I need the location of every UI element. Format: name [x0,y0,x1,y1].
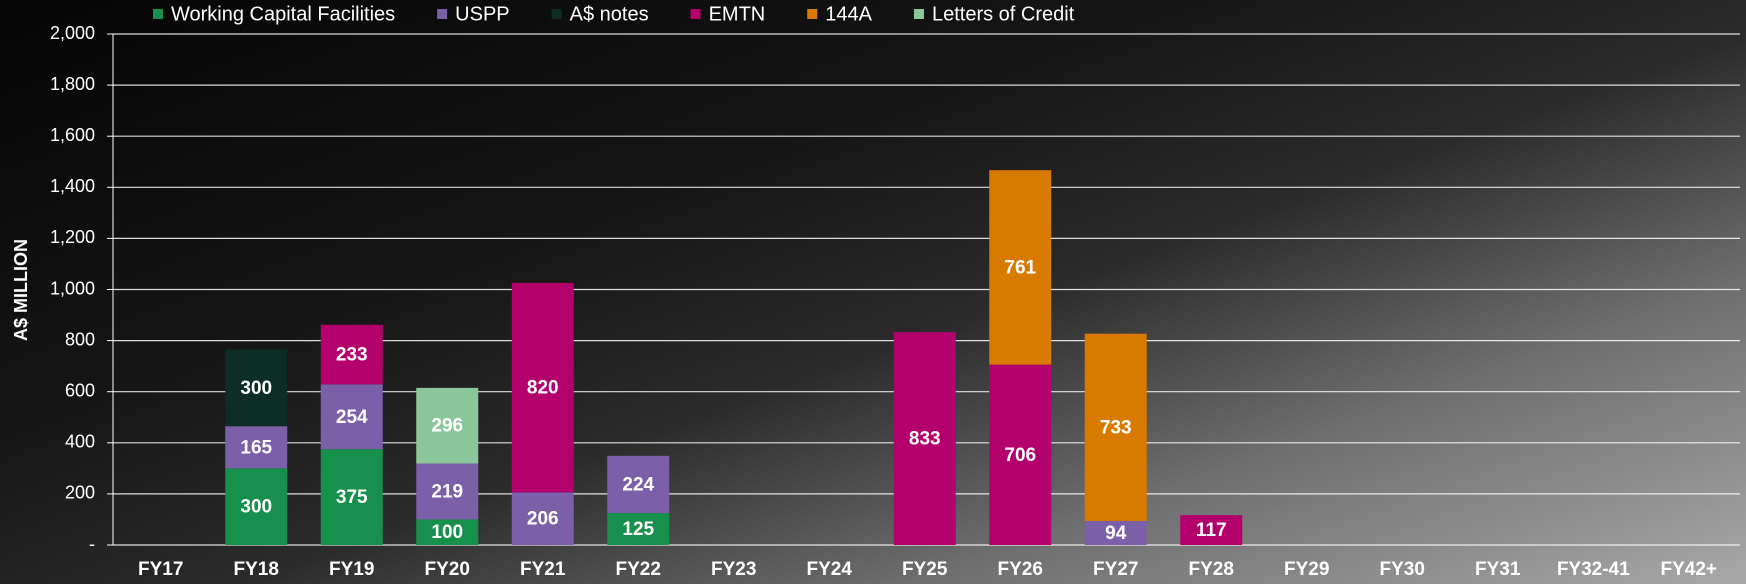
x-tick-label: FY27 [1093,559,1138,580]
data-label: 761 [1004,257,1036,278]
data-label: 219 [431,481,463,502]
x-tick-label: FY25 [902,559,948,580]
y-tick-label: 2,000 [50,23,95,43]
data-label: 833 [909,429,941,450]
x-tick-label: FY22 [616,559,661,580]
x-tick-label: FY31 [1475,559,1521,580]
y-tick-label: 1,400 [50,176,95,196]
x-tick-label: FY30 [1380,559,1425,580]
legend-swatch [691,9,701,19]
data-label: 224 [622,474,654,495]
legend-label: A$ notes [570,3,649,25]
x-tick-label: FY18 [234,559,279,580]
legend-label: Working Capital Facilities [171,3,395,25]
y-tick-label: 400 [65,432,95,452]
x-tick-label: FY20 [425,559,470,580]
x-tick-label: FY23 [711,559,756,580]
data-label: 206 [527,509,559,530]
y-tick-label: 1,200 [50,227,95,247]
data-label: 254 [336,407,368,428]
y-tick-label: 1,000 [50,278,95,298]
y-tick-label: - [89,534,95,554]
data-label: 94 [1105,523,1127,544]
y-tick-label: 1,800 [50,74,95,94]
data-label: 300 [240,497,272,518]
legend-swatch [437,9,447,19]
legend-swatch [807,9,817,19]
y-tick-label: 800 [65,329,95,349]
data-label: 733 [1100,417,1132,438]
data-label: 375 [336,487,368,508]
legend-label: 144A [825,3,872,25]
x-tick-label: FY24 [807,559,853,580]
y-tick-label: 1,600 [50,125,95,145]
legend-label: EMTN [709,3,766,25]
x-tick-label: FY26 [998,559,1043,580]
data-label: 820 [527,378,559,399]
y-tick-label: 200 [65,483,95,503]
x-tick-label: FY42+ [1660,559,1717,580]
y-axis-title: A$ MILLION [11,239,31,341]
data-label: 706 [1004,445,1036,466]
x-tick-label: FY21 [520,559,566,580]
data-label: 100 [431,522,463,543]
data-label: 296 [431,416,463,437]
legend-swatch [153,9,163,19]
legend-swatch [552,9,562,19]
legend-label: USPP [455,3,509,25]
data-label: 125 [622,519,654,540]
x-tick-label: FY32-41 [1557,559,1630,580]
chart: A$ MILLION - 200 400 600 800 1,000 1,200 1,400 1… [0,0,1746,584]
x-tick-label: FY29 [1284,559,1329,580]
x-tick-label: FY17 [138,559,183,580]
data-label: 300 [240,378,272,399]
legend-label: Letters of Credit [932,3,1075,25]
x-tick-label: FY28 [1189,559,1234,580]
x-tick-label: FY19 [329,559,374,580]
y-tick-label: 600 [65,380,95,400]
data-label: 117 [1196,520,1227,541]
data-label: 165 [240,437,272,458]
data-label: 233 [336,345,368,366]
legend-swatch [914,9,924,19]
